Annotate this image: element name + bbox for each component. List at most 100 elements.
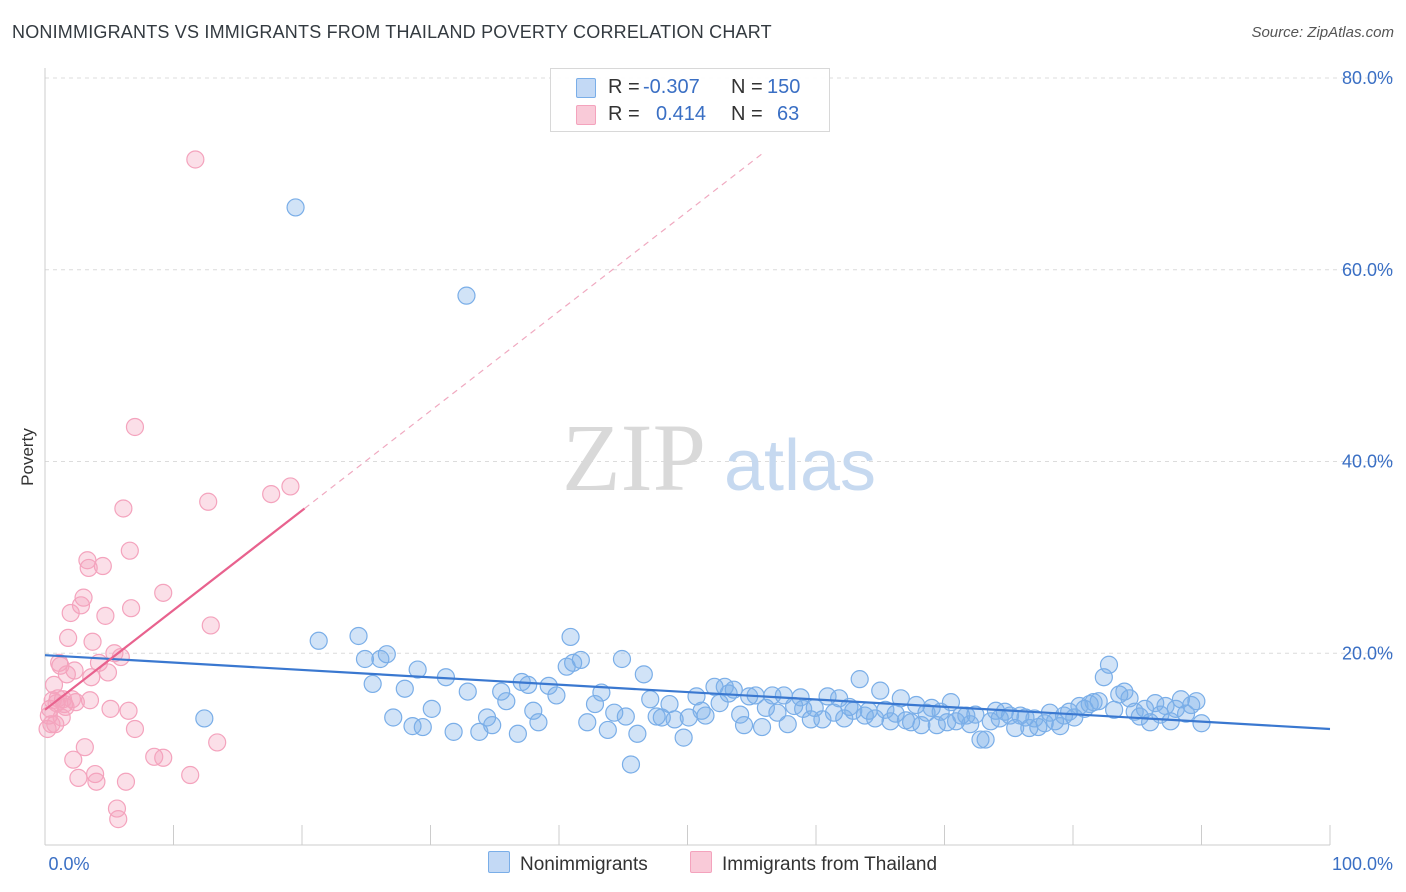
thailand-point: [61, 603, 80, 623]
nonimmigrant-point: [971, 730, 990, 749]
nonimmigrant-point: [483, 716, 502, 735]
thailand-point: [181, 765, 200, 785]
thailand-point: [154, 748, 173, 767]
thailand-trendline-extension: [304, 151, 765, 509]
nonimmigrant-point: [529, 713, 548, 732]
nonimmigrant-point: [696, 706, 715, 725]
nonimmigrant-point: [444, 722, 463, 741]
y-tick-label: 40.0%: [1342, 452, 1393, 472]
nonimmigrant-point: [768, 703, 787, 722]
nonimmigrant-point: [519, 675, 538, 694]
nonimmigrant-point: [647, 707, 666, 726]
nonimmigrant-point: [616, 707, 635, 726]
trend-layer: [44, 151, 1331, 731]
thailand-point: [199, 492, 218, 511]
thailand-point: [281, 477, 300, 496]
nonimmigrants-trendline: [44, 654, 1331, 731]
nonimmigrant-point: [547, 686, 566, 705]
thailand-point: [42, 715, 61, 734]
legend-swatch-blue: [576, 78, 596, 98]
thailand-point: [44, 675, 64, 694]
thailand-point: [98, 663, 118, 682]
nonimmigrant-point: [665, 710, 684, 729]
nonimmigrant-point: [634, 665, 653, 684]
bottom-legend-nonimmigrants: Nonimmigrants: [488, 851, 648, 876]
nonimmigrant-point: [1146, 694, 1165, 713]
correlation-legend: R = -0.307 N = 150 R = 0.414 N = 63: [550, 68, 830, 132]
points-layer: [38, 150, 1211, 829]
nonimmigrant-point: [1110, 685, 1129, 704]
thailand-point: [59, 628, 78, 648]
legend-n-label: N =: [731, 103, 763, 125]
y-tick-label: 80.0%: [1342, 68, 1393, 88]
nonimmigrant-point: [1187, 692, 1206, 711]
watermark-atlas: atlas: [724, 426, 876, 506]
thailand-point: [186, 150, 205, 169]
nonimmigrant-point: [1192, 714, 1211, 733]
legend-n-value: 150: [767, 76, 801, 98]
thailand-point: [46, 715, 65, 734]
nonimmigrant-point: [612, 649, 632, 669]
y-tick-label: 60.0%: [1342, 260, 1393, 280]
nonimmigrant-point: [286, 198, 305, 217]
legend-r-value: 0.414: [656, 103, 707, 125]
thailand-point: [82, 668, 101, 687]
watermark-zip: ZIP: [562, 404, 706, 511]
nonimmigrant-point: [422, 699, 441, 718]
y-tick-label: 20.0%: [1342, 643, 1393, 663]
nonimmigrant-point: [946, 712, 966, 731]
nonimmigrant-point: [976, 730, 995, 749]
thailand-point: [208, 733, 227, 752]
nonimmigrant-point: [598, 720, 617, 740]
nonimmigrant-point: [458, 682, 477, 701]
grid-layer: [45, 77, 1393, 654]
thailand-point: [119, 701, 138, 720]
axis-layer: 20.0% 40.0% 60.0% 80.0% 0.0% 100.0%: [44, 68, 1393, 874]
nonimmigrant-point: [778, 715, 797, 734]
nonimmigrant-point: [961, 715, 980, 734]
thailand-point: [262, 484, 281, 504]
nonimmigrant-point: [539, 676, 558, 695]
nonimmigrant-point: [734, 716, 754, 735]
nonimmigrant-point: [457, 286, 476, 305]
thailand-point: [120, 541, 139, 560]
nonimmigrant-point: [813, 710, 832, 729]
nonimmigrant-point: [731, 705, 750, 724]
nonimmigrant-point: [628, 724, 647, 743]
nonimmigrant-point: [1051, 717, 1070, 736]
nonimmigrant-point: [1084, 693, 1103, 712]
legend-row-thailand: R = 0.414 N = 63: [551, 101, 829, 127]
thailand-point: [109, 810, 128, 829]
nonimmigrant-point: [1166, 699, 1185, 718]
nonimmigrant-point: [641, 690, 660, 709]
nonimmigrant-point: [1089, 692, 1108, 711]
thailand-point: [125, 719, 145, 739]
legend-n-label: N =: [731, 76, 763, 98]
legend-row-nonimmigrants: R = -0.307 N = 150: [551, 74, 829, 100]
thailand-point: [96, 606, 115, 625]
nonimmigrant-point: [901, 713, 921, 732]
nonimmigrant-point: [891, 689, 910, 708]
nonimmigrant-point: [571, 650, 590, 670]
thailand-point: [74, 588, 93, 607]
thailand-point: [52, 708, 71, 727]
nonimmigrant-point: [384, 708, 403, 727]
y-axis-label: Poverty: [18, 428, 37, 486]
legend-swatch-pink: [576, 105, 596, 125]
x-tick-label: 0.0%: [48, 854, 89, 874]
thailand-point: [80, 691, 100, 710]
legend-n-value: 63: [777, 103, 800, 125]
watermark: ZIP atlas: [562, 404, 876, 511]
legend-r-value: -0.307: [643, 76, 700, 98]
thailand-point: [125, 417, 145, 437]
thailand-point: [79, 558, 98, 578]
nonimmigrant-point: [674, 728, 693, 747]
nonimmigrant-point: [1120, 689, 1139, 708]
thailand-trendline: [44, 507, 306, 711]
thailand-point: [201, 616, 220, 635]
legend-r-label: R =: [608, 76, 640, 98]
bottom-legend-label: Nonimmigrants: [520, 854, 648, 875]
nonimmigrant-point: [927, 716, 946, 735]
nonimmigrant-point: [605, 703, 624, 722]
